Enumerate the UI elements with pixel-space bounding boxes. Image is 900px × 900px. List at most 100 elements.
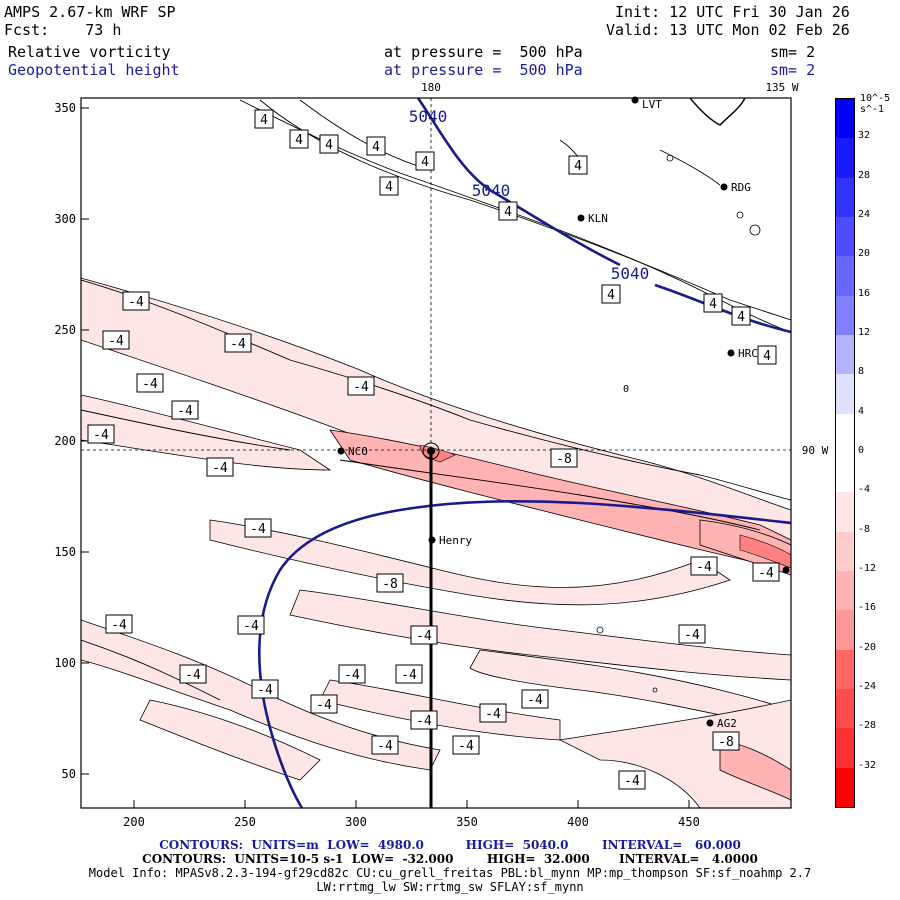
colorbar-label: -12 (858, 563, 877, 574)
contour-label: -4 (410, 625, 438, 645)
svg-text:-4: -4 (128, 295, 144, 310)
colorbar-label: -8 (858, 523, 871, 535)
colorbar (835, 98, 855, 808)
colorbar-label: 8 (858, 366, 865, 378)
y-tick-label: 300 (54, 212, 76, 226)
x-tick-label: 200 (123, 815, 145, 829)
colorbar-segment (836, 492, 854, 533)
contour-label: -4 (244, 518, 272, 538)
svg-text:Henry: Henry (439, 534, 472, 547)
colorbar-segment (836, 374, 854, 415)
svg-text:HRC: HRC (738, 347, 758, 360)
x-tick-label: 350 (456, 815, 478, 829)
footer-physics-info: LW:rrtmg_lw SW:rrtmg_sw SFLAY:sf_mynn (316, 880, 584, 894)
colorbar-segment (836, 767, 854, 808)
contour-label: -4 (678, 624, 706, 644)
contour-label: -4 (87, 424, 115, 444)
y-tick-label: 150 (54, 545, 76, 559)
svg-text:-4: -4 (185, 668, 201, 683)
contour-label: -4 (752, 562, 780, 582)
station-nco[interactable]: NCO (337, 445, 368, 458)
svg-text:-4: -4 (108, 334, 124, 349)
contour-label: -4 (479, 703, 507, 723)
y-tick-label: 50 (62, 767, 76, 781)
plot-frame (80, 97, 792, 809)
contour-label: -4 (521, 689, 549, 709)
y-tick-label: 350 (54, 101, 76, 115)
colorbar-label: 20 (858, 248, 871, 260)
contour-label: -8 (376, 573, 404, 593)
station-hrc[interactable]: HRC (727, 347, 758, 360)
station-rdg[interactable]: RDG (720, 181, 751, 194)
x-tick-label: 450 (678, 815, 700, 829)
contour-label: 4 (289, 129, 309, 149)
pos-contour-labels: 4 4 4 4 4 4 4 4 4 4 4 4 (254, 109, 777, 365)
contour-label: 4 (366, 136, 386, 156)
colorbar-label: -4 (858, 484, 871, 496)
colorbar-label: -16 (858, 602, 877, 614)
station-henry[interactable]: Henry (428, 534, 473, 547)
colorbar-label: -32 (858, 759, 877, 771)
colorbar-label: 28 (858, 169, 871, 181)
colorbar-segment (836, 295, 854, 336)
svg-text:-4: -4 (111, 618, 127, 633)
colorbar-label: -28 (858, 720, 877, 732)
svg-text:-4: -4 (527, 693, 543, 708)
svg-text:4: 4 (325, 138, 333, 153)
colorbar-segment (836, 217, 854, 257)
y-tick-label: 250 (54, 323, 76, 337)
svg-text:KLN: KLN (588, 212, 608, 225)
lon-label-90w: 90 W (802, 444, 829, 457)
svg-text:4: 4 (504, 205, 512, 220)
station-lvt[interactable]: LVT (631, 96, 663, 112)
contour-label: -4 (371, 735, 399, 755)
contour-label: 4 (703, 293, 723, 313)
colorbar-label: 4 (858, 405, 865, 417)
svg-text:-4: -4 (758, 566, 774, 581)
svg-text:-4: -4 (377, 739, 393, 754)
station-kln[interactable]: KLN (577, 212, 608, 225)
svg-text:4: 4 (295, 133, 303, 148)
svg-text:4: 4 (421, 155, 429, 170)
svg-text:-4: -4 (458, 739, 474, 754)
contour-label: -4 (347, 376, 375, 396)
colorbar-segment (836, 138, 854, 179)
contour-label: -4 (136, 373, 164, 393)
svg-text:-4: -4 (243, 619, 259, 634)
neg-contour-labels: -4 -4 -4 -4 -4 -4 -4 -4 -4 -8 -4 -4 -4 -4 -4 -4 -4 -4 -4 -4… (87, 291, 780, 790)
colorbar-segment (836, 610, 854, 651)
svg-text:-4: -4 (416, 629, 432, 644)
svg-text:4: 4 (737, 310, 745, 325)
station-ag2[interactable]: AG2 (706, 717, 737, 730)
contour-label: -8 (550, 448, 578, 468)
field1-level: at pressure = 500 hPa (384, 43, 583, 61)
colorbar-segment (836, 689, 854, 729)
lon-label-180: 180 (421, 81, 441, 94)
svg-text:-8: -8 (718, 735, 734, 750)
y-tick-label: 200 (54, 434, 76, 448)
colorbar-segment (836, 256, 854, 297)
svg-text:-8: -8 (382, 577, 398, 592)
field2-level: at pressure = 500 hPa (384, 61, 583, 79)
contour-label: -4 (690, 556, 718, 576)
contour-label: 4 (415, 151, 435, 171)
colorbar-segment (836, 413, 854, 454)
lon-label-135w: 135 W (765, 81, 798, 94)
colorbar-segment (836, 531, 854, 572)
field2-name: Geopotential height (8, 61, 180, 79)
coastline (689, 98, 746, 126)
contour-label: -8 (712, 731, 740, 751)
contour-label: -4 (338, 664, 366, 684)
colorbar-label: 32 (858, 130, 871, 142)
model-title: AMPS 2.67-km WRF SP (4, 3, 176, 21)
footer-model-info: Model Info: MPASv8.2.3-194-gf29cd82c CU:… (88, 866, 812, 880)
station-edge[interactable] (782, 566, 790, 574)
contour-label: 4 (757, 345, 777, 365)
svg-text:RDG: RDG (731, 181, 751, 194)
svg-text:-4: -4 (230, 337, 246, 352)
height-label: 5040 (409, 107, 448, 126)
colorbar-segment (836, 571, 854, 611)
station-pole[interactable] (422, 442, 440, 460)
field1-smoothing: sm= 2 (770, 43, 816, 61)
